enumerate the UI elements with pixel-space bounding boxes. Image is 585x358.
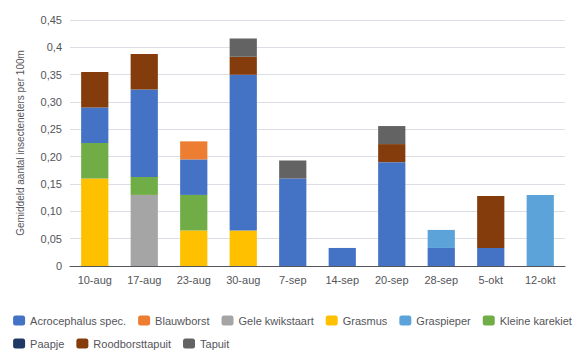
svg-text:10-aug: 10-aug bbox=[78, 274, 112, 286]
svg-text:Grasmus: Grasmus bbox=[343, 315, 388, 327]
svg-text:0,15: 0,15 bbox=[41, 178, 62, 190]
svg-text:0,05: 0,05 bbox=[41, 233, 62, 245]
svg-text:Gele kwikstaart: Gele kwikstaart bbox=[239, 315, 314, 327]
svg-text:Paapje: Paapje bbox=[30, 338, 64, 350]
svg-text:0,20: 0,20 bbox=[41, 151, 62, 163]
svg-text:Gemiddeld aantal insecteneters: Gemiddeld aantal insecteneters per 100m bbox=[15, 50, 26, 236]
svg-text:Blauwborst: Blauwborst bbox=[155, 315, 209, 327]
svg-text:5-okt: 5-okt bbox=[479, 274, 503, 286]
svg-text:7-sep: 7-sep bbox=[279, 274, 307, 286]
svg-text:Graspieper: Graspieper bbox=[416, 315, 471, 327]
svg-text:0: 0 bbox=[56, 260, 62, 272]
svg-text:30-aug: 30-aug bbox=[226, 274, 260, 286]
svg-text:0,30: 0,30 bbox=[41, 96, 62, 108]
svg-text:12-okt: 12-okt bbox=[525, 274, 556, 286]
svg-text:23-aug: 23-aug bbox=[177, 274, 211, 286]
svg-text:0,25: 0,25 bbox=[41, 123, 62, 135]
svg-text:Roodborsttapuit: Roodborsttapuit bbox=[93, 338, 171, 350]
svg-text:0,45: 0,45 bbox=[41, 14, 62, 26]
svg-text:Acrocephalus spec.: Acrocephalus spec. bbox=[30, 315, 126, 327]
svg-text:14-sep: 14-sep bbox=[325, 274, 359, 286]
svg-text:0,35: 0,35 bbox=[41, 69, 62, 81]
svg-text:0,4: 0,4 bbox=[47, 41, 62, 53]
svg-text:20-sep: 20-sep bbox=[375, 274, 409, 286]
svg-text:17-aug: 17-aug bbox=[127, 274, 161, 286]
svg-text:Kleine karekiet: Kleine karekiet bbox=[500, 315, 572, 327]
svg-text:0,10: 0,10 bbox=[41, 205, 62, 217]
svg-text:Tapuit: Tapuit bbox=[200, 338, 229, 350]
svg-text:28-sep: 28-sep bbox=[424, 274, 458, 286]
